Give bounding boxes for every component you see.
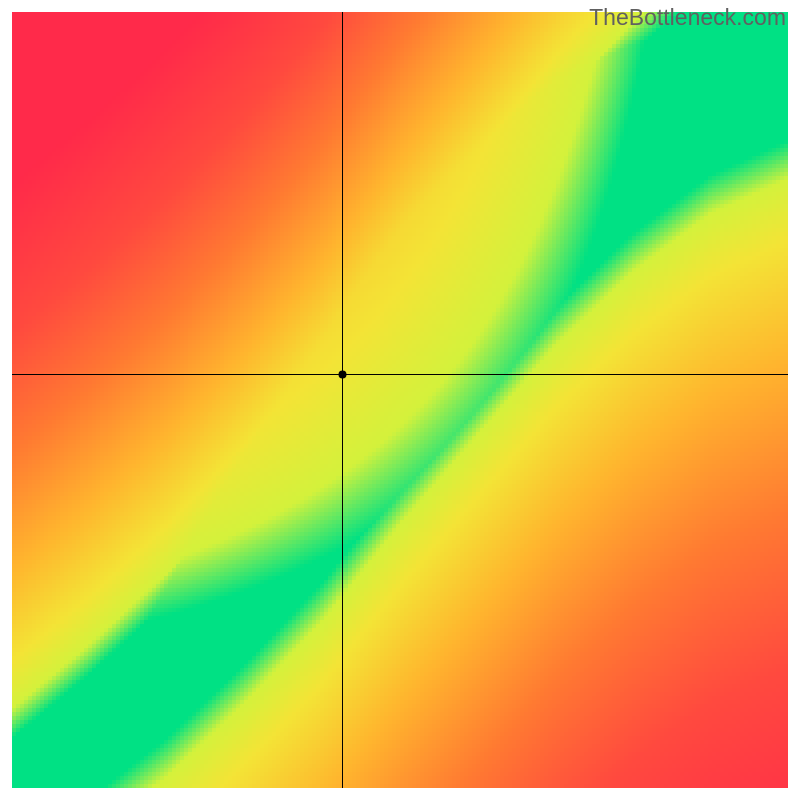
bottleneck-heatmap: TheBottleneck.com (0, 0, 800, 800)
watermark-text: TheBottleneck.com (589, 4, 786, 31)
heatmap-canvas (0, 0, 800, 800)
